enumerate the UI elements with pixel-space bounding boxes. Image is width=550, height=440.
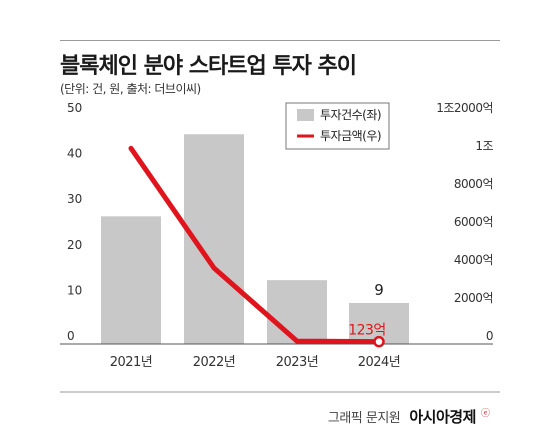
legend-line-label: 투자금액(우) [320,129,381,143]
right-axis-tick: 0 [486,329,493,343]
legend-bar-label: 투자건수(좌) [320,108,381,122]
top-rule [60,40,500,41]
left-axis-tick: 50 [67,101,82,115]
left-axis-tick: 40 [67,147,82,161]
chart-title: 블록체인 분야 스타트업 투자 추이 [60,54,357,79]
line-data-label: 123억 [348,323,386,339]
line-end-marker [373,335,385,348]
x-axis-label: 2021년 [110,355,153,370]
bar-data-label: 9 [374,281,384,299]
right-axis-tick: 4000억 [454,253,493,267]
legend-bar-swatch [297,109,314,121]
x-axis-label: 2023년 [276,355,319,370]
right-axis-tick: 6000억 [454,215,493,229]
right-axis-tick: 1조 [475,139,493,153]
x-axis-label: 2022년 [193,355,236,370]
brand-mark-icon: ⓔ [480,409,490,419]
credit: 그래픽 문지원 아시아경제 ⓔ [328,406,490,427]
bar [101,216,161,344]
bar [267,280,327,344]
line-series [128,145,382,345]
credit-graphic: 그래픽 문지원 [327,411,401,426]
x-axis-label: 2024년 [358,355,401,370]
right-axis-tick: 2000억 [454,291,493,305]
chart-subtitle: (단위: 건, 원, 출처: 더브이씨) [60,82,201,96]
left-axis-tick: 0 [67,329,75,343]
right-axis-tick: 8000억 [454,177,493,191]
left-axis-tick: 30 [67,192,82,206]
credit-brand: 아시아경제 [409,408,476,426]
left-axis-tick: 10 [67,283,82,297]
right-axis-tick: 1조2000억 [436,101,493,115]
left-axis-tick: 20 [67,238,82,252]
